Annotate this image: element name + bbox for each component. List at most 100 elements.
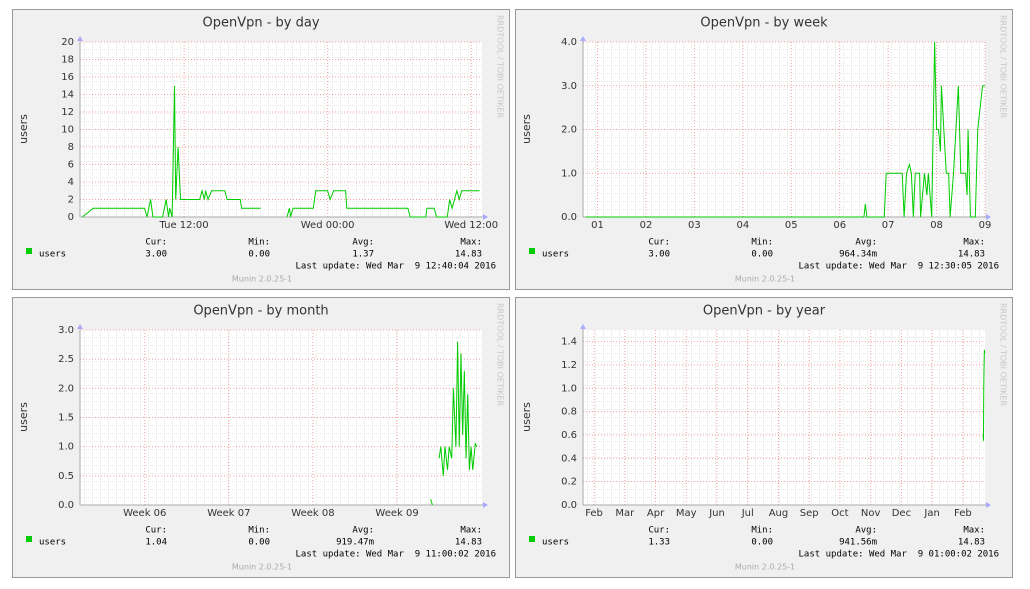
y-axis-arrow [580,324,586,329]
x-tick-label: Week 07 [207,508,250,519]
y-tick-label: 0.0 [561,500,577,511]
data-line [982,349,986,441]
stat-value: 919.47m [336,538,374,548]
legend-label: users [542,250,569,260]
y-tick-label: 0 [68,212,74,223]
stat-value: 3.00 [145,250,167,260]
x-axis-arrow [986,502,991,508]
footer: Munin 2.0.25-1 [735,275,795,284]
x-tick-label: 06 [833,220,846,231]
x-tick-label: 02 [640,220,653,231]
y-axis-label: users [520,114,533,144]
stat-label: Min: [248,238,270,248]
stat-value: 941.56m [839,538,877,548]
data-line [585,41,985,218]
y-tick-label: 0.6 [561,430,577,441]
watermark: RRDTOOL / TOBI OETIKER [999,303,1008,406]
minor-grid [583,330,985,505]
stat-label: Avg: [352,238,374,248]
y-tick-label: 8 [68,142,74,153]
y-tick-label: 10 [61,125,74,136]
stat-value: 964.34m [839,250,877,260]
graph-panel: OpenVpn - by day users RRDTOOL / TOBI OETI… [12,9,510,290]
last-update: Last update: Wed Mar 9 12:40:04 2016 [296,262,496,272]
stat-label: Min: [751,238,773,248]
stat-label: Cur: [648,526,670,536]
x-tick-label: Tue 12:00 [159,220,209,231]
x-tick-label: Jan [923,508,939,519]
last-update: Last update: Wed Mar 9 11:00:02 2016 [296,550,496,560]
x-axis-arrow [483,214,488,220]
y-tick-label: 0.5 [58,471,74,482]
stat-value: 14.83 [958,538,985,548]
y-tick-label: 0.0 [561,212,577,223]
y-tick-label: 12 [61,107,74,118]
footer: Munin 2.0.25-1 [735,563,795,572]
stat-value: 3.00 [648,250,670,260]
y-tick-label: 16 [61,72,74,83]
footer: Munin 2.0.25-1 [232,275,292,284]
stat-value: 0.00 [248,538,270,548]
x-axis-arrow [986,214,991,220]
graph-panel: OpenVpn - by month users RRDTOOL / TOBI OE… [12,297,510,578]
y-axis-label: users [17,402,30,432]
x-tick-label: Apr [647,508,665,519]
y-axis-arrow [77,36,83,41]
stat-label: Cur: [648,238,670,248]
chart-title: OpenVpn - by week [700,16,828,31]
x-tick-label: 05 [785,220,798,231]
x-tick-label: Mar [615,508,635,519]
y-tick-label: 0.8 [561,407,577,418]
stat-value: 0.00 [751,250,773,260]
y-tick-label: 1.0 [58,442,74,453]
x-tick-label: Oct [831,508,848,519]
stat-label: Max: [963,526,985,536]
x-tick-label: Feb [954,508,972,519]
stat-value: 1.33 [648,538,670,548]
stat-label: Avg: [855,526,877,536]
y-axis-arrow [580,36,586,41]
watermark: RRDTOOL / TOBI OETIKER [496,303,505,406]
x-tick-label: Jun [708,508,725,519]
last-update: Last update: Wed Mar 9 12:30:05 2016 [799,262,999,272]
x-tick-label: Wed 12:00 [444,220,498,231]
data-line [430,341,478,506]
panel-border [515,297,1013,578]
y-tick-label: 1.4 [561,337,577,348]
stat-label: Avg: [352,526,374,536]
x-tick-label: Aug [769,508,789,519]
stat-value: 1.37 [352,250,374,260]
x-tick-label: 08 [930,220,943,231]
last-update: Last update: Wed Mar 9 01:00:02 2016 [799,550,999,560]
y-tick-label: 0.4 [561,453,577,464]
x-tick-label: Sep [800,508,819,519]
y-tick-label: 4 [68,177,74,188]
stat-label: Min: [751,526,773,536]
legend-label: users [39,250,66,260]
graph-panel: OpenVpn - by year users RRDTOOL / TOBI OET… [515,297,1013,578]
panel-border [12,297,510,578]
y-tick-label: 1.0 [561,168,577,179]
x-tick-label: Feb [585,508,603,519]
stat-label: Max: [460,526,482,536]
y-tick-label: 1.5 [58,413,74,424]
legend-swatch [26,536,32,542]
x-tick-label: Week 08 [291,508,334,519]
panel-border [12,9,510,290]
watermark: RRDTOOL / TOBI OETIKER [999,15,1008,118]
chart-title: OpenVpn - by year [703,304,826,319]
x-tick-label: Nov [861,508,881,519]
stat-label: Cur: [145,238,167,248]
y-tick-label: 20 [61,37,74,48]
y-tick-label: 0.2 [561,477,577,488]
y-tick-label: 0.0 [58,500,74,511]
x-tick-label: Wed 00:00 [301,220,355,231]
y-axis-label: users [520,402,533,432]
x-tick-label: 07 [882,220,895,231]
stat-value: 0.00 [248,250,270,260]
footer: Munin 2.0.25-1 [232,563,292,572]
stat-label: Max: [963,238,985,248]
stat-value: 0.00 [751,538,773,548]
stat-label: Avg: [855,238,877,248]
y-tick-label: 6 [68,160,74,171]
